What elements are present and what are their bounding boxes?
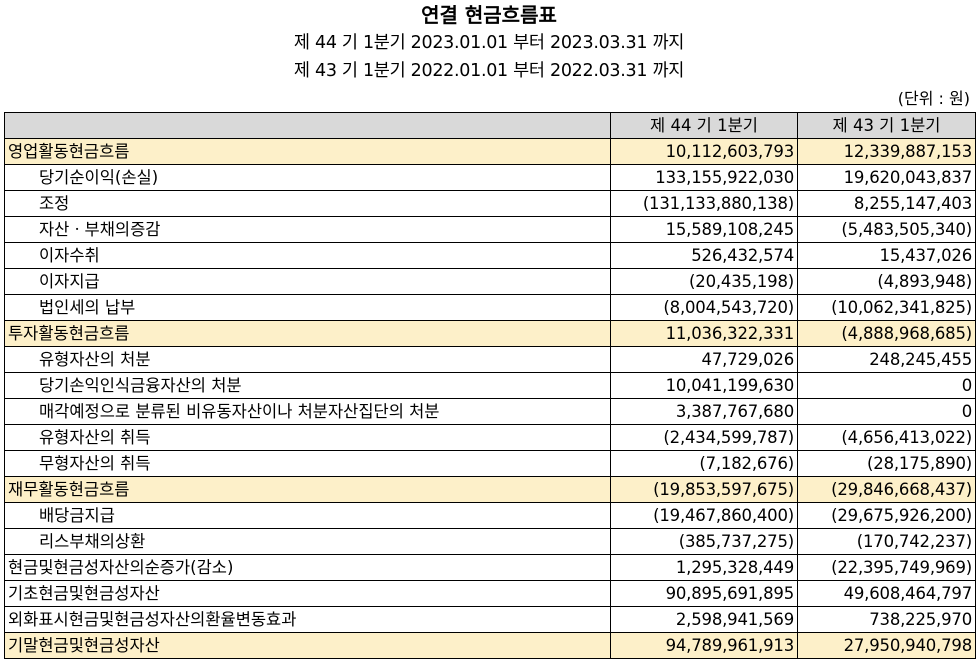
prior-period-value: (29,846,668,437) [797, 476, 976, 503]
row-label: 무형자산의 취득 [4, 450, 611, 477]
row-label: 법인세의 납부 [4, 294, 611, 321]
prior-period-value: 12,339,887,153 [797, 138, 976, 165]
table-row: 기초현금및현금성자산 90,895,691,895 49,608,464,797 [4, 580, 976, 607]
table-row: 유형자산의 처분 47,729,026 248,245,455 [4, 346, 976, 373]
prior-period-value: (4,656,413,022) [797, 424, 976, 451]
row-label: 재무활동현금흐름 [4, 476, 611, 503]
table-row: 리스부채의상환 (385,737,275) (170,742,237) [4, 528, 976, 555]
row-label: 이자지급 [4, 268, 611, 295]
table-row: 기말현금및현금성자산 94,789,961,913 27,950,940,798 [4, 632, 976, 659]
table-row: 당기손익인식금융자산의 처분 10,041,199,630 0 [4, 372, 976, 399]
table-row: 투자활동현금흐름 11,036,322,331 (4,888,968,685) [4, 320, 976, 347]
row-label: 영업활동현금흐름 [4, 138, 611, 165]
statement-header: 연결 현금흐름표 제 44 기 1분기 2023.01.01 부터 2023.0… [0, 0, 978, 85]
table-row: 자산ㆍ부채의증감 15,589,108,245 (5,483,505,340) [4, 216, 976, 243]
current-period-value: 94,789,961,913 [610, 632, 798, 659]
current-period-value: 47,729,026 [610, 346, 798, 373]
table-row: 조정 (131,133,880,138) 8,255,147,403 [4, 190, 976, 217]
row-label: 자산ㆍ부채의증감 [4, 216, 611, 243]
row-label: 기초현금및현금성자산 [4, 580, 611, 607]
table-body: 영업활동현금흐름 10,112,603,793 12,339,887,153 당기순이… [4, 138, 976, 659]
prior-period-value: (28,175,890) [797, 450, 976, 477]
row-label: 유형자산의 처분 [4, 346, 611, 373]
table-row: 매각예정으로 분류된 비유동자산이나 처분자산집단의 처분 3,387,767,6… [4, 398, 976, 425]
current-period-value: (19,467,860,400) [610, 502, 798, 529]
current-period-value: (385,737,275) [610, 528, 798, 555]
header-prior-period: 제 43 기 1분기 [797, 112, 976, 139]
row-label: 리스부채의상환 [4, 528, 611, 555]
current-period-value: 1,295,328,449 [610, 554, 798, 581]
row-label: 조정 [4, 190, 611, 217]
row-label: 기말현금및현금성자산 [4, 632, 611, 659]
row-label: 현금및현금성자산의순증가(감소) [4, 554, 611, 581]
prior-period-value: 738,225,970 [797, 606, 976, 633]
table-row: 무형자산의 취득 (7,182,676) (28,175,890) [4, 450, 976, 477]
current-period-value: (8,004,543,720) [610, 294, 798, 321]
current-period-value: 15,589,108,245 [610, 216, 798, 243]
table-row: 이자지급 (20,435,198) (4,893,948) [4, 268, 976, 295]
table-row: 배당금지급 (19,467,860,400) (29,675,926,200) [4, 502, 976, 529]
table-row: 법인세의 납부 (8,004,543,720) (10,062,341,825) [4, 294, 976, 321]
header-current-period: 제 44 기 1분기 [610, 112, 798, 139]
current-period-value: 10,112,603,793 [610, 138, 798, 165]
prior-period-value: (170,742,237) [797, 528, 976, 555]
row-label: 매각예정으로 분류된 비유동자산이나 처분자산집단의 처분 [4, 398, 611, 425]
table-row: 유형자산의 취득 (2,434,599,787) (4,656,413,022) [4, 424, 976, 451]
current-period-value: (2,434,599,787) [610, 424, 798, 451]
current-period-value: 11,036,322,331 [610, 320, 798, 347]
prior-period-value: 8,255,147,403 [797, 190, 976, 217]
prior-period-value: (4,888,968,685) [797, 320, 976, 347]
current-period-value: (19,853,597,675) [610, 476, 798, 503]
current-period-value: 10,041,199,630 [610, 372, 798, 399]
table-row: 외화표시현금및현금성자산의환율변동효과 2,598,941,569 738,225,… [4, 606, 976, 633]
prior-period-value: 248,245,455 [797, 346, 976, 373]
current-period-value: 526,432,574 [610, 242, 798, 269]
row-label: 투자활동현금흐름 [4, 320, 611, 347]
table-header-row: 제 44 기 1분기 제 43 기 1분기 [4, 112, 976, 139]
prior-period-value: (4,893,948) [797, 268, 976, 295]
row-label: 당기순이익(손실) [4, 164, 611, 191]
prior-period-value: (22,395,749,969) [797, 554, 976, 581]
row-label: 배당금지급 [4, 502, 611, 529]
unit-label: (단위 : 원) [897, 89, 970, 108]
prior-period-value: (29,675,926,200) [797, 502, 976, 529]
prior-period-value: 49,608,464,797 [797, 580, 976, 607]
prior-period-value: (5,483,505,340) [797, 216, 976, 243]
current-period-value: (131,133,880,138) [610, 190, 798, 217]
prior-period-value: 19,620,043,837 [797, 164, 976, 191]
prior-period: 제 43 기 1분기 2022.01.01 부터 2022.03.31 까지 [293, 61, 685, 81]
prior-period-value: 15,437,026 [797, 242, 976, 269]
current-period: 제 44 기 1분기 2023.01.01 부터 2023.03.31 까지 [293, 33, 685, 53]
row-label: 유형자산의 취득 [4, 424, 611, 451]
current-period-value: 133,155,922,030 [610, 164, 798, 191]
row-label: 이자수취 [4, 242, 611, 269]
row-label: 외화표시현금및현금성자산의환율변동효과 [4, 606, 611, 633]
current-period-value: 3,387,767,680 [610, 398, 798, 425]
row-label: 당기손익인식금융자산의 처분 [4, 372, 611, 399]
table-row: 현금및현금성자산의순증가(감소) 1,295,328,449 (22,395,749… [4, 554, 976, 581]
current-period-value: 90,895,691,895 [610, 580, 798, 607]
current-period-value: (7,182,676) [610, 450, 798, 477]
table-row: 재무활동현금흐름 (19,853,597,675) (29,846,668,437) [4, 476, 976, 503]
prior-period-value: 0 [797, 372, 976, 399]
table-row: 이자수취 526,432,574 15,437,026 [4, 242, 976, 269]
prior-period-value: 27,950,940,798 [797, 632, 976, 659]
prior-period-value: (10,062,341,825) [797, 294, 976, 321]
header-label-column [4, 112, 611, 139]
current-period-value: (20,435,198) [610, 268, 798, 295]
current-period-value: 2,598,941,569 [610, 606, 798, 633]
cash-flow-table: 제 44 기 1분기 제 43 기 1분기 영업활동현금흐름 10,112,603… [4, 112, 976, 659]
table-row: 당기순이익(손실) 133,155,922,030 19,620,043,837 [4, 164, 976, 191]
table-row: 영업활동현금흐름 10,112,603,793 12,339,887,153 [4, 138, 976, 165]
statement-title: 연결 현금흐름표 [421, 3, 557, 27]
prior-period-value: 0 [797, 398, 976, 425]
